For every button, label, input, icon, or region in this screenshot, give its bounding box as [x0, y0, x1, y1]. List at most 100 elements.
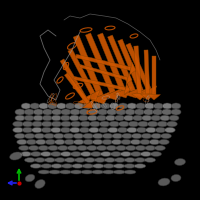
Ellipse shape — [169, 115, 179, 121]
Ellipse shape — [97, 115, 107, 121]
Ellipse shape — [98, 109, 108, 115]
Ellipse shape — [21, 103, 31, 109]
Ellipse shape — [24, 109, 34, 115]
Ellipse shape — [111, 139, 122, 145]
Ellipse shape — [92, 170, 104, 174]
Polygon shape — [144, 50, 150, 94]
Ellipse shape — [159, 139, 169, 145]
Ellipse shape — [101, 103, 110, 109]
Ellipse shape — [36, 139, 46, 145]
Ellipse shape — [34, 133, 45, 139]
Ellipse shape — [106, 146, 117, 150]
Ellipse shape — [25, 174, 35, 182]
Ellipse shape — [124, 170, 136, 174]
Ellipse shape — [51, 152, 62, 156]
Ellipse shape — [106, 115, 116, 121]
Ellipse shape — [51, 121, 62, 127]
Ellipse shape — [13, 121, 23, 127]
Ellipse shape — [130, 139, 141, 145]
Ellipse shape — [143, 109, 154, 115]
Ellipse shape — [22, 121, 33, 127]
Ellipse shape — [116, 146, 126, 150]
Polygon shape — [80, 65, 128, 80]
Ellipse shape — [109, 103, 119, 109]
Polygon shape — [83, 99, 94, 108]
Ellipse shape — [140, 139, 150, 145]
Ellipse shape — [124, 164, 135, 168]
Ellipse shape — [58, 146, 68, 150]
Polygon shape — [124, 87, 142, 98]
Ellipse shape — [78, 115, 88, 121]
Ellipse shape — [15, 115, 25, 121]
Ellipse shape — [160, 115, 170, 121]
Ellipse shape — [116, 109, 126, 115]
Ellipse shape — [153, 109, 163, 115]
Ellipse shape — [26, 139, 37, 145]
Ellipse shape — [118, 103, 128, 109]
Polygon shape — [60, 59, 87, 99]
Ellipse shape — [32, 127, 42, 133]
Ellipse shape — [126, 146, 136, 150]
Ellipse shape — [117, 127, 128, 133]
Ellipse shape — [171, 109, 181, 115]
Ellipse shape — [145, 146, 156, 150]
Ellipse shape — [107, 109, 117, 115]
Ellipse shape — [60, 170, 71, 174]
Polygon shape — [141, 86, 157, 96]
Ellipse shape — [70, 121, 81, 127]
Polygon shape — [113, 86, 132, 98]
Ellipse shape — [74, 158, 86, 162]
Ellipse shape — [96, 146, 107, 150]
Ellipse shape — [35, 158, 46, 162]
Polygon shape — [148, 95, 160, 100]
Polygon shape — [97, 33, 125, 91]
Ellipse shape — [130, 152, 142, 156]
Polygon shape — [64, 73, 90, 104]
Ellipse shape — [93, 133, 103, 139]
Ellipse shape — [72, 164, 83, 168]
Ellipse shape — [22, 127, 33, 133]
Ellipse shape — [28, 146, 39, 150]
Ellipse shape — [133, 115, 143, 121]
Polygon shape — [85, 33, 115, 93]
Ellipse shape — [127, 103, 137, 109]
Ellipse shape — [151, 115, 161, 121]
Ellipse shape — [87, 146, 97, 150]
Ellipse shape — [93, 164, 104, 168]
Ellipse shape — [79, 127, 90, 133]
Polygon shape — [126, 74, 132, 84]
Ellipse shape — [56, 103, 66, 109]
Ellipse shape — [93, 139, 103, 145]
Ellipse shape — [60, 127, 71, 133]
Ellipse shape — [141, 133, 152, 139]
Ellipse shape — [40, 152, 52, 156]
Ellipse shape — [114, 158, 126, 162]
Ellipse shape — [108, 127, 118, 133]
Ellipse shape — [99, 121, 110, 127]
Ellipse shape — [167, 121, 177, 127]
Ellipse shape — [64, 139, 75, 145]
Ellipse shape — [69, 115, 79, 121]
Ellipse shape — [67, 146, 78, 150]
Ellipse shape — [165, 127, 175, 133]
Ellipse shape — [52, 109, 62, 115]
Ellipse shape — [103, 170, 114, 174]
Ellipse shape — [89, 127, 99, 133]
Ellipse shape — [51, 115, 61, 121]
Polygon shape — [85, 90, 100, 100]
Ellipse shape — [42, 115, 52, 121]
Ellipse shape — [13, 127, 23, 133]
Polygon shape — [132, 93, 147, 100]
Polygon shape — [73, 35, 103, 97]
Ellipse shape — [90, 121, 100, 127]
Ellipse shape — [64, 158, 76, 162]
Ellipse shape — [30, 103, 40, 109]
Ellipse shape — [83, 103, 93, 109]
Ellipse shape — [119, 121, 129, 127]
Ellipse shape — [145, 103, 154, 109]
Ellipse shape — [171, 174, 181, 182]
Ellipse shape — [70, 109, 80, 115]
Ellipse shape — [82, 164, 94, 168]
Ellipse shape — [30, 152, 42, 156]
Ellipse shape — [127, 127, 137, 133]
